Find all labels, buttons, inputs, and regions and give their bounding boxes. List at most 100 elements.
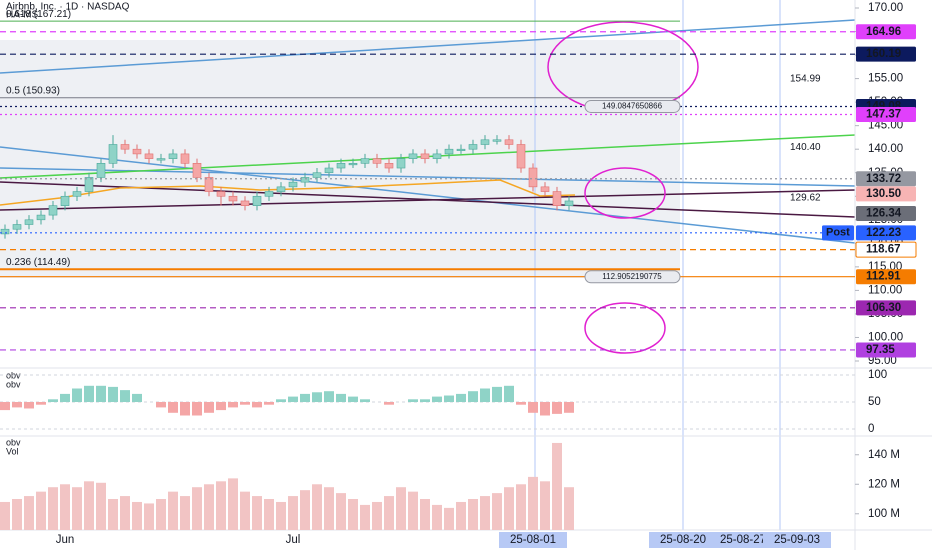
- volume-bar: [408, 491, 418, 530]
- osc-bar: [108, 386, 118, 402]
- y-tick-label: 95.00: [868, 355, 897, 367]
- osc-bar: [264, 402, 274, 405]
- osc-bar: [36, 402, 46, 405]
- volume-bar: [36, 491, 46, 530]
- x-tick-label: 25-09-03: [774, 534, 820, 546]
- volume-bar: [228, 478, 238, 530]
- volume-bar: [132, 501, 142, 530]
- candle-body: [240, 200, 250, 206]
- volume-bar: [312, 484, 322, 530]
- osc-bar: [336, 393, 346, 402]
- trend-line: [0, 19, 856, 74]
- price-label-box: [856, 186, 916, 202]
- candle-body: [120, 144, 130, 150]
- osc-bar: [48, 399, 58, 402]
- annotation: 154.99: [790, 73, 821, 84]
- osc-bar: [204, 402, 214, 413]
- price-label-box: [856, 24, 916, 40]
- osc-bar: [564, 402, 574, 413]
- candle-body: [72, 191, 82, 197]
- osc-bar: [432, 396, 442, 402]
- volume-bar: [504, 487, 514, 530]
- volume-bar: [96, 482, 106, 530]
- osc-bar: [384, 402, 394, 405]
- post-tag: Post: [826, 227, 850, 239]
- volume-bar: [540, 481, 550, 530]
- candle-body: [324, 167, 334, 174]
- osc-bar: [240, 402, 250, 405]
- candles: [0, 135, 574, 239]
- osc-bar: [348, 396, 358, 402]
- volume-bar: [456, 501, 466, 530]
- price-label-box: [856, 300, 916, 316]
- osc-tick-label: 0: [868, 423, 874, 435]
- volume-bar: [12, 499, 22, 530]
- candle-body: [480, 139, 490, 145]
- candle-body: [504, 139, 514, 145]
- osc-bar: [180, 402, 190, 416]
- candle-body: [456, 148, 466, 151]
- candle-body: [396, 158, 406, 169]
- osc-bar: [540, 402, 550, 416]
- annotation: 149.0847650866: [602, 102, 663, 111]
- y-tick-label: 155.00: [868, 73, 903, 85]
- candle-body: [180, 153, 190, 164]
- osc-bar: [192, 402, 202, 416]
- osc-tick-label: 100: [868, 369, 887, 381]
- candle-body: [492, 139, 502, 142]
- osc-bar: [420, 399, 430, 402]
- candle-body: [408, 153, 418, 159]
- x-tick-label: 25-08-01: [510, 534, 556, 546]
- volume-bar: [468, 499, 478, 530]
- candle-body: [36, 214, 46, 221]
- chart-title: Airbnb, Inc. · 1D · NASDAQ: [6, 2, 130, 13]
- candle-body: [516, 144, 526, 169]
- volume-bar: [252, 496, 262, 530]
- x-label-box: [709, 532, 777, 548]
- volume-bar: [264, 499, 274, 530]
- volume-bar: [384, 496, 394, 530]
- candle-body: [564, 200, 574, 206]
- annotation: 140.40: [790, 142, 821, 153]
- price-label: 118.67: [866, 244, 901, 256]
- price-label: 122.23: [866, 227, 901, 239]
- candle-body: [372, 158, 382, 164]
- candle-body: [108, 144, 118, 164]
- osc-bar: [300, 393, 310, 402]
- volume-bar: [300, 490, 310, 530]
- osc-bar: [96, 385, 106, 402]
- osc-bar: [72, 388, 82, 402]
- price-label: 130.50: [866, 188, 901, 200]
- candle-body: [552, 191, 562, 206]
- candle-body: [0, 228, 10, 235]
- vol-tick-label: 100 M: [868, 508, 900, 520]
- candle-body: [540, 186, 550, 192]
- price-label: 147.37: [866, 109, 901, 121]
- price-label: 126.34: [866, 208, 902, 220]
- price-label-box: [856, 107, 916, 123]
- volume-bar: [204, 484, 214, 530]
- osc-bar: [504, 385, 514, 402]
- osc-bar: [216, 402, 226, 411]
- osc-bar: [0, 402, 10, 411]
- panel-legend: obv: [6, 379, 21, 389]
- volume-bar: [24, 496, 34, 530]
- osc-tick-label: 50: [868, 396, 881, 408]
- osc-bar: [24, 402, 34, 409]
- vol-tick-label: 140 M: [868, 449, 900, 461]
- post-tag-box: [822, 225, 854, 241]
- candle-body: [156, 158, 166, 161]
- volume-bar: [144, 503, 154, 530]
- osc-bar: [12, 402, 22, 408]
- candle-body: [300, 177, 310, 183]
- indicator-label: HA-MS: [6, 10, 39, 21]
- volume-bar: [276, 501, 286, 530]
- trend-line: [0, 189, 856, 211]
- candle-body: [252, 195, 262, 206]
- price-label-box: [856, 46, 916, 62]
- osc-bar: [312, 392, 322, 402]
- volume-bar: [192, 487, 202, 530]
- osc-bar: [444, 395, 454, 402]
- osc-bar: [492, 386, 502, 402]
- volume-bar: [420, 499, 430, 530]
